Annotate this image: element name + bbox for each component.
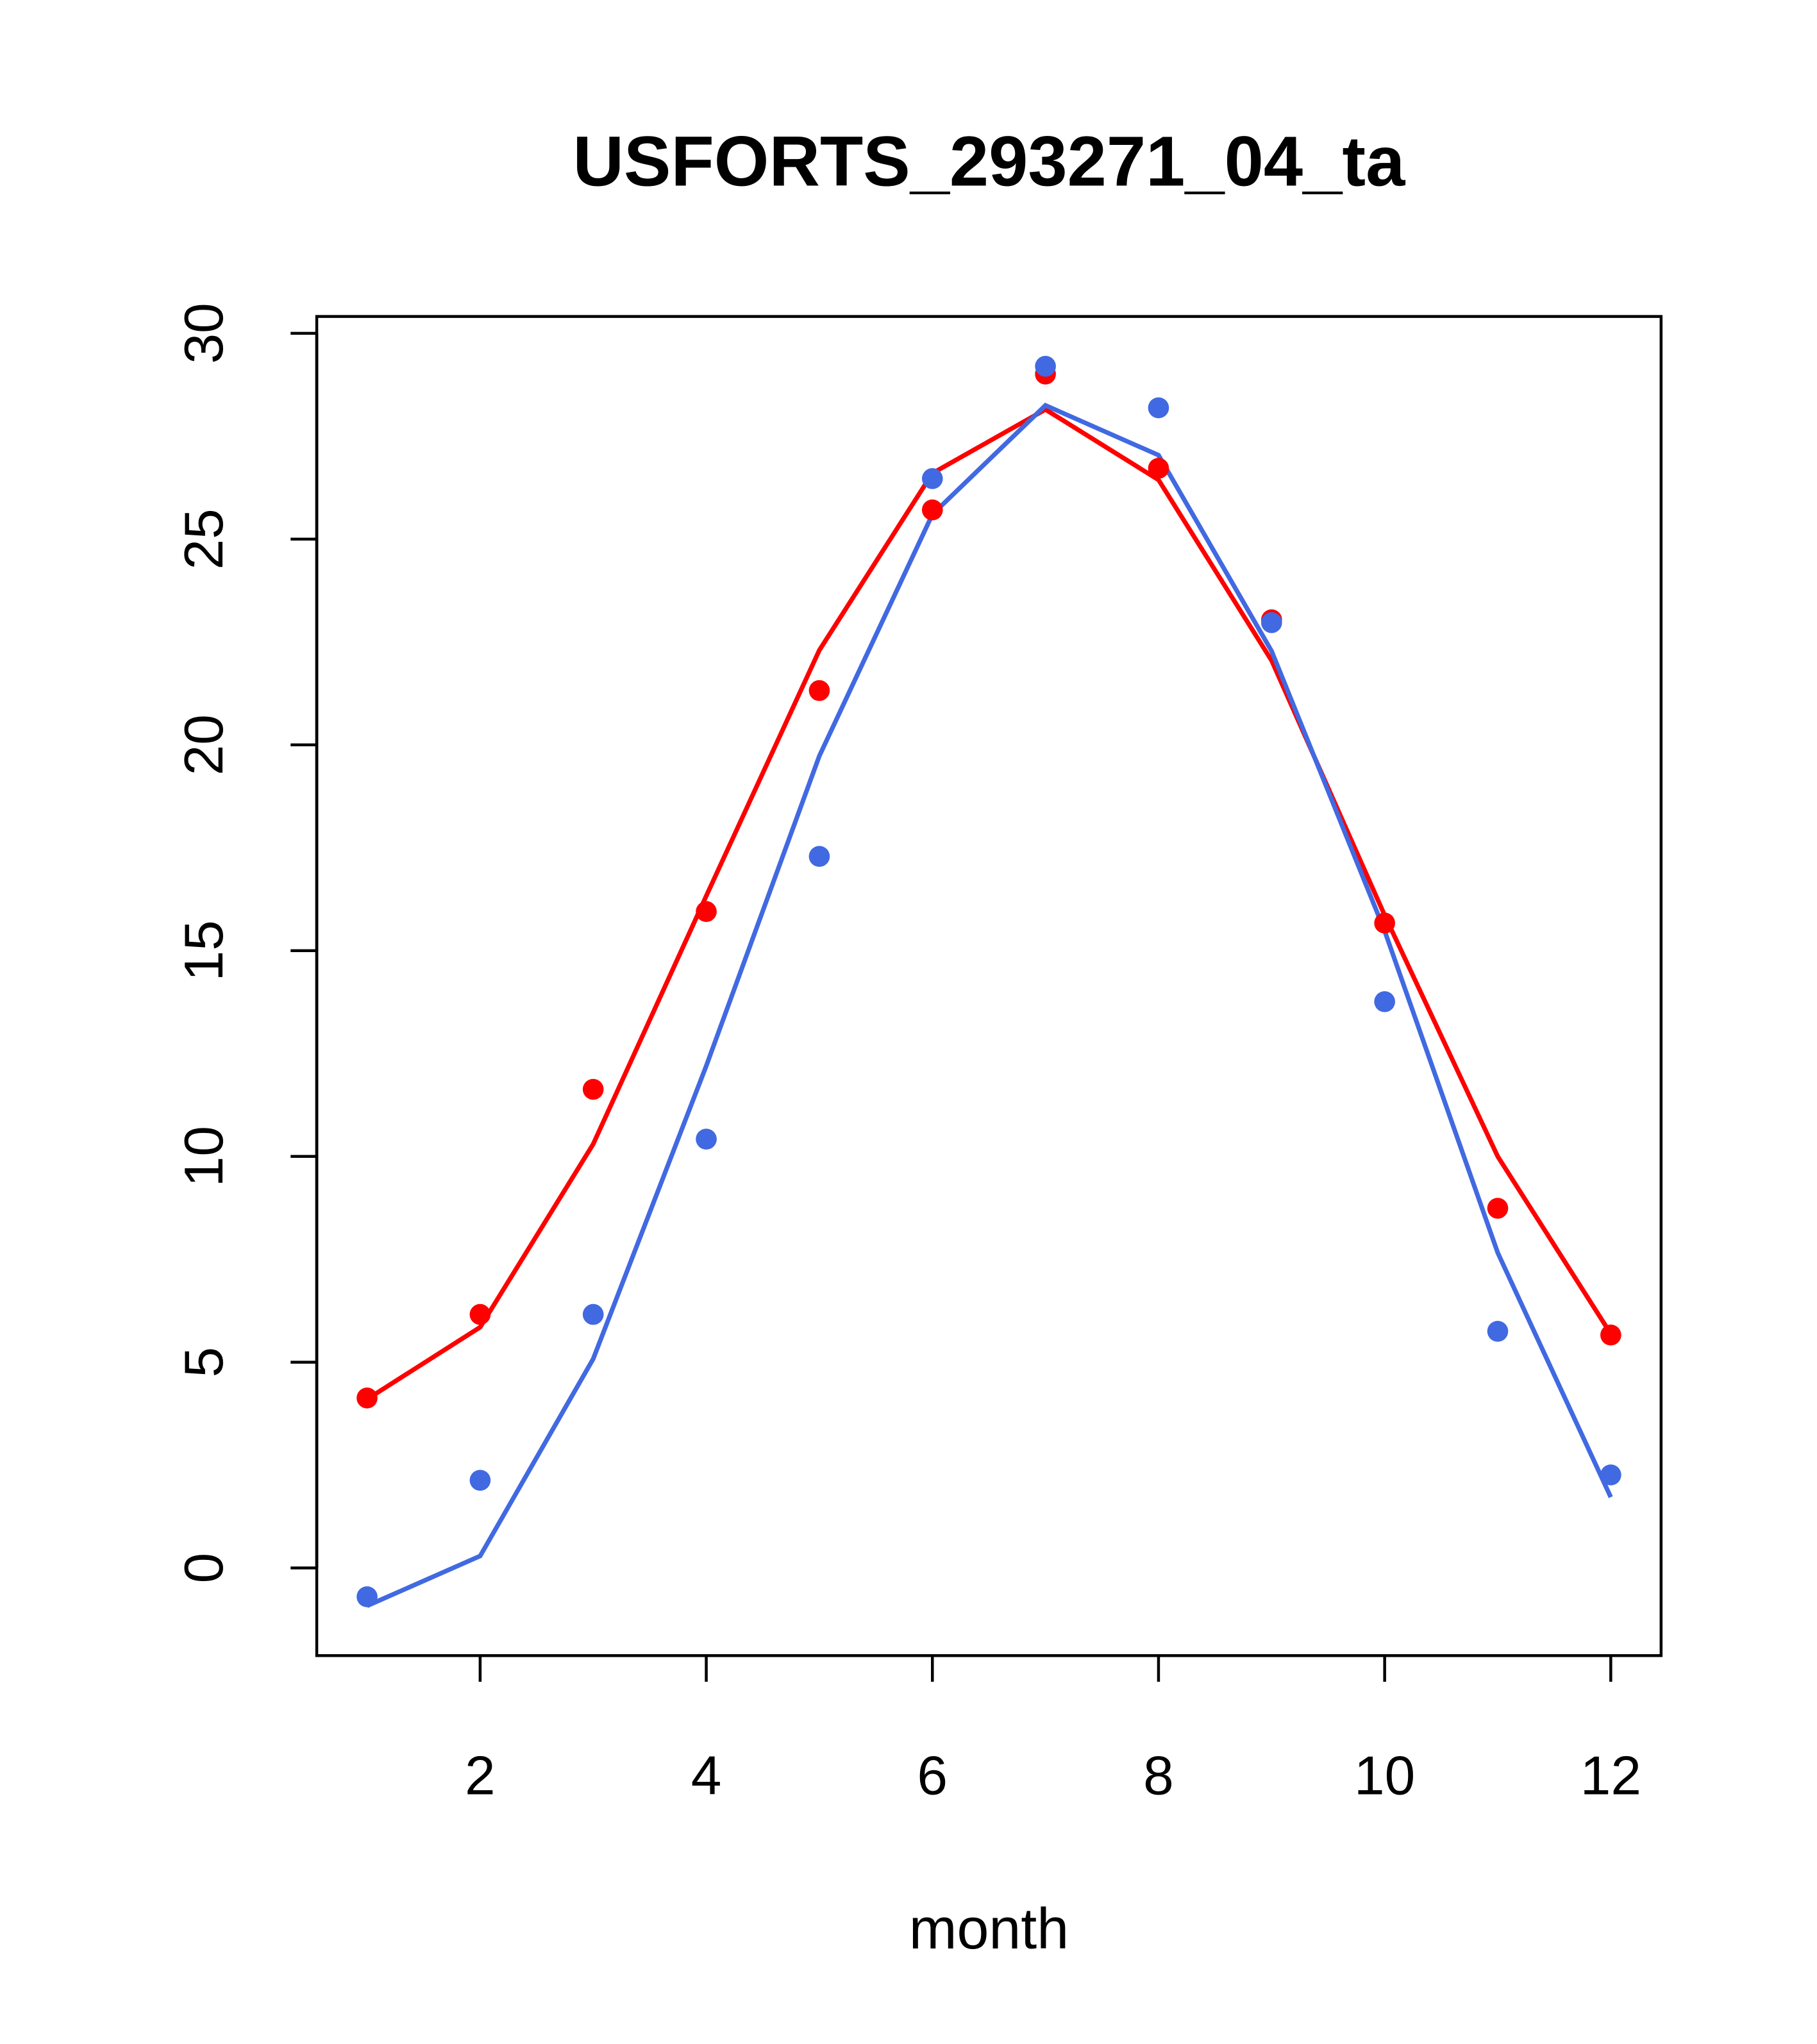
red-line-path (365, 406, 1613, 1402)
plot-frame (315, 315, 1663, 1657)
red-point (469, 1303, 491, 1325)
y-axis: 0 5 10 15 20 25 30 (173, 303, 319, 1584)
red-point (696, 901, 717, 923)
x-tick-label: 4 (691, 1745, 722, 1806)
red-point (808, 680, 830, 701)
blue-point (356, 1586, 378, 1607)
blue-point (1035, 355, 1056, 377)
x-axis: 2 4 6 8 10 12 (465, 1654, 1641, 1806)
y-tick-label: 30 (173, 303, 235, 364)
blue-point (1374, 991, 1395, 1012)
y-tick-label: 20 (173, 714, 235, 775)
y-tick-label: 25 (173, 508, 235, 569)
blue-point (1487, 1321, 1509, 1342)
blue-line-path (366, 403, 1613, 1608)
red-point (1487, 1198, 1509, 1219)
blue-point (921, 468, 943, 489)
x-tick-label: 8 (1143, 1745, 1174, 1806)
x-axis-label: month (909, 1897, 1069, 1961)
blue-point (696, 1128, 717, 1150)
blue-point (1260, 612, 1282, 633)
red-point (356, 1387, 378, 1409)
blue-point (1600, 1464, 1621, 1486)
x-tick-label: 2 (465, 1745, 496, 1806)
y-tick-label: 10 (173, 1126, 235, 1187)
red-point (1148, 458, 1169, 479)
x-tick-label: 10 (1354, 1745, 1415, 1806)
y-tick-label: 5 (173, 1347, 235, 1378)
red-point (582, 1078, 604, 1100)
red-point (1600, 1324, 1621, 1346)
x-tick-label: 12 (1580, 1745, 1641, 1806)
blue-point (1148, 397, 1169, 419)
blue-point (582, 1303, 604, 1325)
red-point (921, 499, 943, 521)
plot-marks (356, 355, 1621, 1608)
x-tick-label: 6 (917, 1745, 948, 1806)
red-point (1374, 912, 1395, 934)
y-tick-label: 0 (173, 1553, 235, 1584)
chart-title: USFORTS_293271_04_ta (573, 122, 1406, 201)
blue-point (469, 1470, 491, 1491)
y-tick-label: 15 (173, 920, 235, 981)
blue-point (808, 846, 830, 867)
